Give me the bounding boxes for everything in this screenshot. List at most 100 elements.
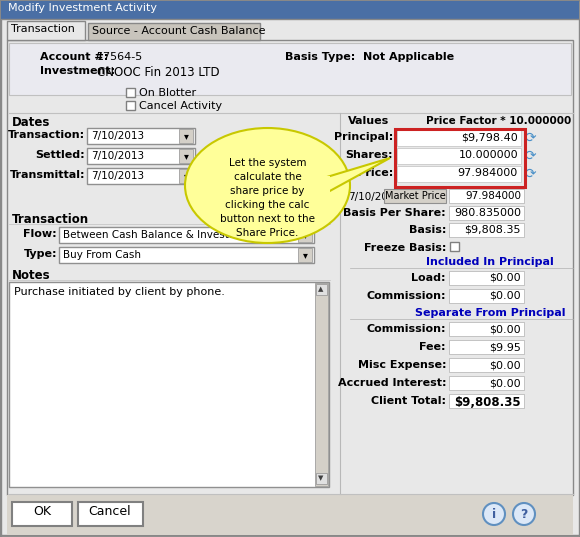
Text: OK: OK [33,505,51,518]
Text: Buy From Cash: Buy From Cash [63,250,141,260]
Bar [87,148,195,164]
Ellipse shape [185,128,350,243]
Text: ?: ? [520,508,528,521]
Bar [449,271,524,285]
Text: Principal:: Principal: [334,132,393,142]
Text: Account #:: Account #: [40,52,108,62]
Text: Modify Investment Activity: Modify Investment Activity [8,3,157,13]
Bar [7,21,85,40]
Text: Basis Per Share:: Basis Per Share: [343,208,446,218]
Text: $9.95: $9.95 [489,342,521,352]
Bar [449,394,524,408]
Text: Between Cash Balance & Investment: Between Cash Balance & Investment [63,230,256,240]
Text: Price Factor * 10.000000: Price Factor * 10.000000 [426,116,571,126]
Text: ▾: ▾ [183,171,188,181]
Bar [126,88,135,97]
Text: $0.00: $0.00 [490,291,521,301]
Text: Values: Values [348,116,389,126]
Circle shape [483,503,505,525]
Text: Transaction:: Transaction: [8,130,85,140]
Text: Let the system: Let the system [229,157,306,168]
Text: Flow:: Flow: [23,229,57,239]
Text: Basis Type:  Not Applicable: Basis Type: Not Applicable [285,52,454,62]
Text: 17564-5: 17564-5 [97,52,143,62]
Text: Dates: Dates [12,116,50,129]
Text: ▲: ▲ [318,286,324,292]
Bar [87,128,195,144]
Text: Cancel: Cancel [89,505,131,518]
Bar [315,283,328,486]
Bar [179,169,193,183]
Text: Separate From Principal: Separate From Principal [415,308,566,318]
Bar [322,176,330,195]
Bar [449,340,524,354]
Bar [12,502,72,526]
Text: $0.00: $0.00 [490,378,521,388]
Text: Share Price.: Share Price. [236,228,299,237]
Bar [384,189,446,203]
Text: 7/10/2013: 7/10/2013 [91,171,144,181]
Bar [78,502,143,526]
Text: Commission:: Commission: [367,291,446,301]
Bar [316,284,327,295]
Text: $9,808.35: $9,808.35 [454,396,521,409]
Bar [126,101,135,110]
Text: Notes: Notes [12,269,50,282]
Bar [397,166,521,182]
Text: ⟳: ⟳ [524,167,536,181]
Text: Transaction: Transaction [11,24,75,34]
Text: $0.00: $0.00 [490,273,521,283]
Bar [316,473,327,484]
Text: Accrued Interest:: Accrued Interest: [338,378,446,388]
Text: Basis:: Basis: [409,225,446,235]
Text: ▾: ▾ [303,230,307,240]
Circle shape [513,503,535,525]
Text: Included In Principal: Included In Principal [426,257,554,267]
Text: calculate the: calculate the [234,171,302,182]
Text: ▾: ▾ [183,151,188,161]
Bar [449,358,524,372]
Bar [298,228,312,242]
Text: 97.984000: 97.984000 [465,191,521,201]
Bar [179,129,193,143]
Text: Investment:: Investment: [40,66,115,76]
Text: share price by: share price by [230,185,304,195]
Text: $0.00: $0.00 [490,324,521,334]
Text: Source - Account Cash Balance: Source - Account Cash Balance [92,26,266,36]
Bar [397,148,521,164]
Text: 97.984000: 97.984000 [458,168,518,178]
Text: 7/10/2013: 7/10/2013 [91,131,144,141]
Text: Transaction: Transaction [12,213,89,226]
Bar [88,23,260,40]
Text: Share Price:: Share Price: [317,168,393,178]
Bar [449,206,524,220]
Text: $0.00: $0.00 [490,360,521,370]
Text: Settled:: Settled: [35,150,85,160]
Bar [9,282,329,487]
Text: $9,808.35: $9,808.35 [465,225,521,235]
Text: Type:: Type: [24,249,57,259]
Bar [449,289,524,303]
Text: button next to the: button next to the [220,214,315,223]
Polygon shape [325,158,390,193]
Bar [449,376,524,390]
Text: ⟳: ⟳ [524,149,536,163]
Bar [449,322,524,336]
Text: Client Total:: Client Total: [371,396,446,406]
Bar [9,43,571,95]
Text: Shares:: Shares: [346,150,393,160]
Text: ▼: ▼ [318,475,324,481]
Text: 7/10/2013: 7/10/2013 [91,151,144,161]
Bar [1,1,579,19]
Bar [87,168,195,184]
Text: ▾: ▾ [183,131,188,141]
Text: 980.835000: 980.835000 [454,208,521,218]
Text: Purchase initiated by client by phone.: Purchase initiated by client by phone. [14,287,225,297]
Bar [449,189,524,203]
Text: Fee:: Fee: [419,342,446,352]
Text: Misc Expense:: Misc Expense: [357,360,446,370]
Text: Cancel Activity: Cancel Activity [139,101,222,111]
Bar [397,130,521,146]
Text: Market Price: Market Price [385,191,445,201]
Text: clicking the calc: clicking the calc [225,200,310,209]
